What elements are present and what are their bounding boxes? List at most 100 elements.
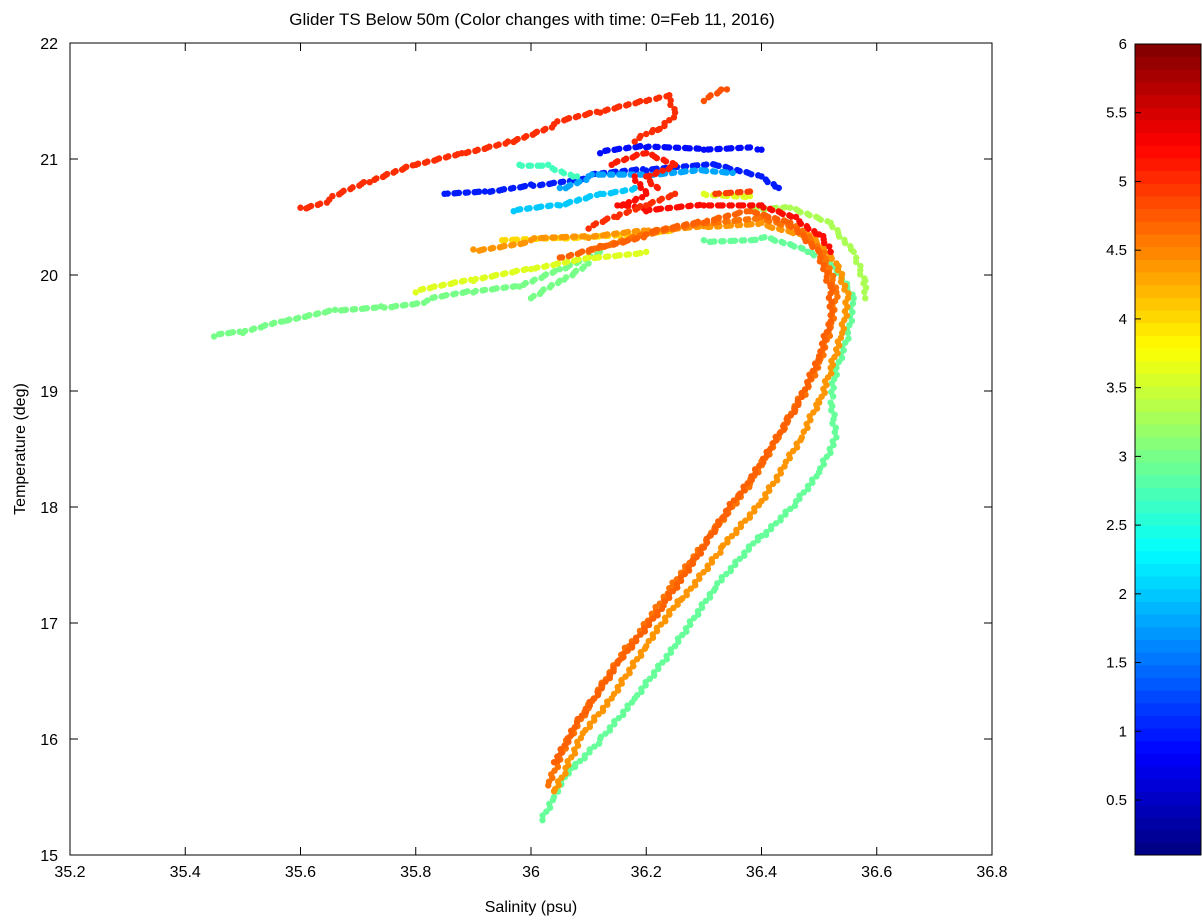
colorbar-band xyxy=(1135,386,1201,400)
data-point-track-14 xyxy=(654,612,661,619)
data-point-track-7 xyxy=(620,711,627,719)
data-point-track-17 xyxy=(604,106,611,113)
data-point-track-17 xyxy=(655,94,663,101)
data-point-track-14 xyxy=(550,759,558,766)
data-point-track-7 xyxy=(727,567,734,575)
data-point-track-19 xyxy=(760,204,767,211)
data-point-track-14 xyxy=(558,254,566,261)
data-point-track-6 xyxy=(580,263,588,270)
data-point-track-10 xyxy=(451,279,459,286)
data-point-track-17 xyxy=(392,167,399,175)
colorbar-band xyxy=(1135,411,1201,425)
colorbar-band xyxy=(1135,348,1201,362)
data-point-track-7 xyxy=(720,237,727,245)
data-point-track-7 xyxy=(711,238,718,245)
data-point-track-5 xyxy=(551,267,559,275)
colorbar-band xyxy=(1135,310,1201,324)
data-point-track-18 xyxy=(622,155,630,162)
data-point-track-17 xyxy=(661,122,668,130)
data-point-track-9 xyxy=(703,191,710,199)
data-point-track-14 xyxy=(703,539,711,546)
data-point-track-5 xyxy=(315,310,322,317)
data-point-track-7 xyxy=(829,393,837,400)
data-point-track-0 xyxy=(645,143,652,150)
data-point-track-14 xyxy=(624,647,631,654)
y-axis-label: Temperature (deg) xyxy=(12,383,29,515)
data-point-track-12 xyxy=(645,637,652,645)
data-point-track-12 xyxy=(841,286,848,293)
data-point-track-20 xyxy=(616,211,623,218)
data-point-track-2 xyxy=(682,168,689,175)
data-point-track-1 xyxy=(682,163,690,170)
data-point-track-5 xyxy=(452,290,459,297)
data-point-track-0 xyxy=(665,144,673,151)
data-point-track-13 xyxy=(545,782,552,789)
x-axis-label: Salinity (psu) xyxy=(485,899,577,916)
data-point-track-5 xyxy=(306,311,313,319)
data-point-track-12 xyxy=(733,529,740,537)
colorbar-band xyxy=(1135,601,1201,615)
data-point-track-14 xyxy=(603,242,610,249)
data-point-track-17 xyxy=(486,143,493,150)
y-tick-label: 19 xyxy=(40,384,58,401)
colorbar-band xyxy=(1135,690,1201,704)
colorbar-band xyxy=(1135,804,1201,818)
data-point-track-14 xyxy=(769,440,777,447)
data-point-track-2 xyxy=(556,184,564,192)
data-point-track-5 xyxy=(413,300,421,307)
data-point-track-3 xyxy=(631,184,638,192)
data-point-track-12 xyxy=(633,227,641,235)
colorbar-band xyxy=(1135,538,1201,552)
data-point-track-7 xyxy=(800,489,807,496)
data-point-track-5 xyxy=(392,302,400,310)
data-point-track-7 xyxy=(772,520,780,527)
colorbar-band xyxy=(1135,778,1201,793)
data-point-track-7 xyxy=(791,502,799,510)
data-point-track-2 xyxy=(702,167,710,175)
data-point-track-14 xyxy=(643,231,650,238)
data-point-track-17 xyxy=(373,175,380,182)
data-point-track-12 xyxy=(531,235,538,242)
data-point-track-3 xyxy=(587,192,594,200)
x-tick-label: 35.8 xyxy=(400,864,431,881)
data-point-track-19 xyxy=(779,210,786,218)
data-point-track-14 xyxy=(820,265,827,273)
data-point-track-7 xyxy=(731,237,739,244)
data-point-track-2 xyxy=(712,168,719,175)
data-point-track-1 xyxy=(521,182,529,190)
data-point-track-1 xyxy=(764,178,771,186)
data-point-track-12 xyxy=(769,224,776,231)
colorbar-band xyxy=(1135,829,1201,843)
data-point-track-6 xyxy=(540,286,547,293)
data-point-track-6 xyxy=(530,292,537,300)
colorbar-band xyxy=(1135,44,1201,58)
data-point-track-1 xyxy=(643,167,650,174)
colorbar-band xyxy=(1135,69,1201,83)
data-point-track-7 xyxy=(745,546,753,553)
data-point-track-14 xyxy=(662,225,670,232)
data-point-track-5 xyxy=(241,327,249,335)
data-point-track-17 xyxy=(504,138,512,145)
data-point-track-0 xyxy=(616,145,623,152)
data-point-track-5 xyxy=(210,333,218,340)
data-point-track-5 xyxy=(342,306,350,313)
data-point-track-19 xyxy=(708,202,715,209)
data-point-track-3 xyxy=(612,188,619,195)
data-point-track-10 xyxy=(643,248,650,255)
data-point-track-1 xyxy=(489,187,496,195)
data-point-track-1 xyxy=(444,190,451,197)
colorbar-tick-label: 6 xyxy=(1119,36,1127,53)
data-point-track-12 xyxy=(608,695,615,702)
data-point-track-17 xyxy=(554,118,561,125)
data-point-track-14 xyxy=(694,218,702,226)
colorbar-band xyxy=(1135,677,1201,691)
data-point-track-7 xyxy=(539,812,546,819)
data-point-track-5 xyxy=(402,301,409,309)
data-point-track-19 xyxy=(826,243,833,250)
colorbar-tick-label: 4 xyxy=(1119,311,1127,328)
data-point-track-7 xyxy=(740,237,748,244)
data-point-track-17 xyxy=(666,117,673,124)
colorbar xyxy=(1134,43,1202,856)
data-point-track-3 xyxy=(538,203,545,210)
colorbar-band xyxy=(1135,588,1201,602)
